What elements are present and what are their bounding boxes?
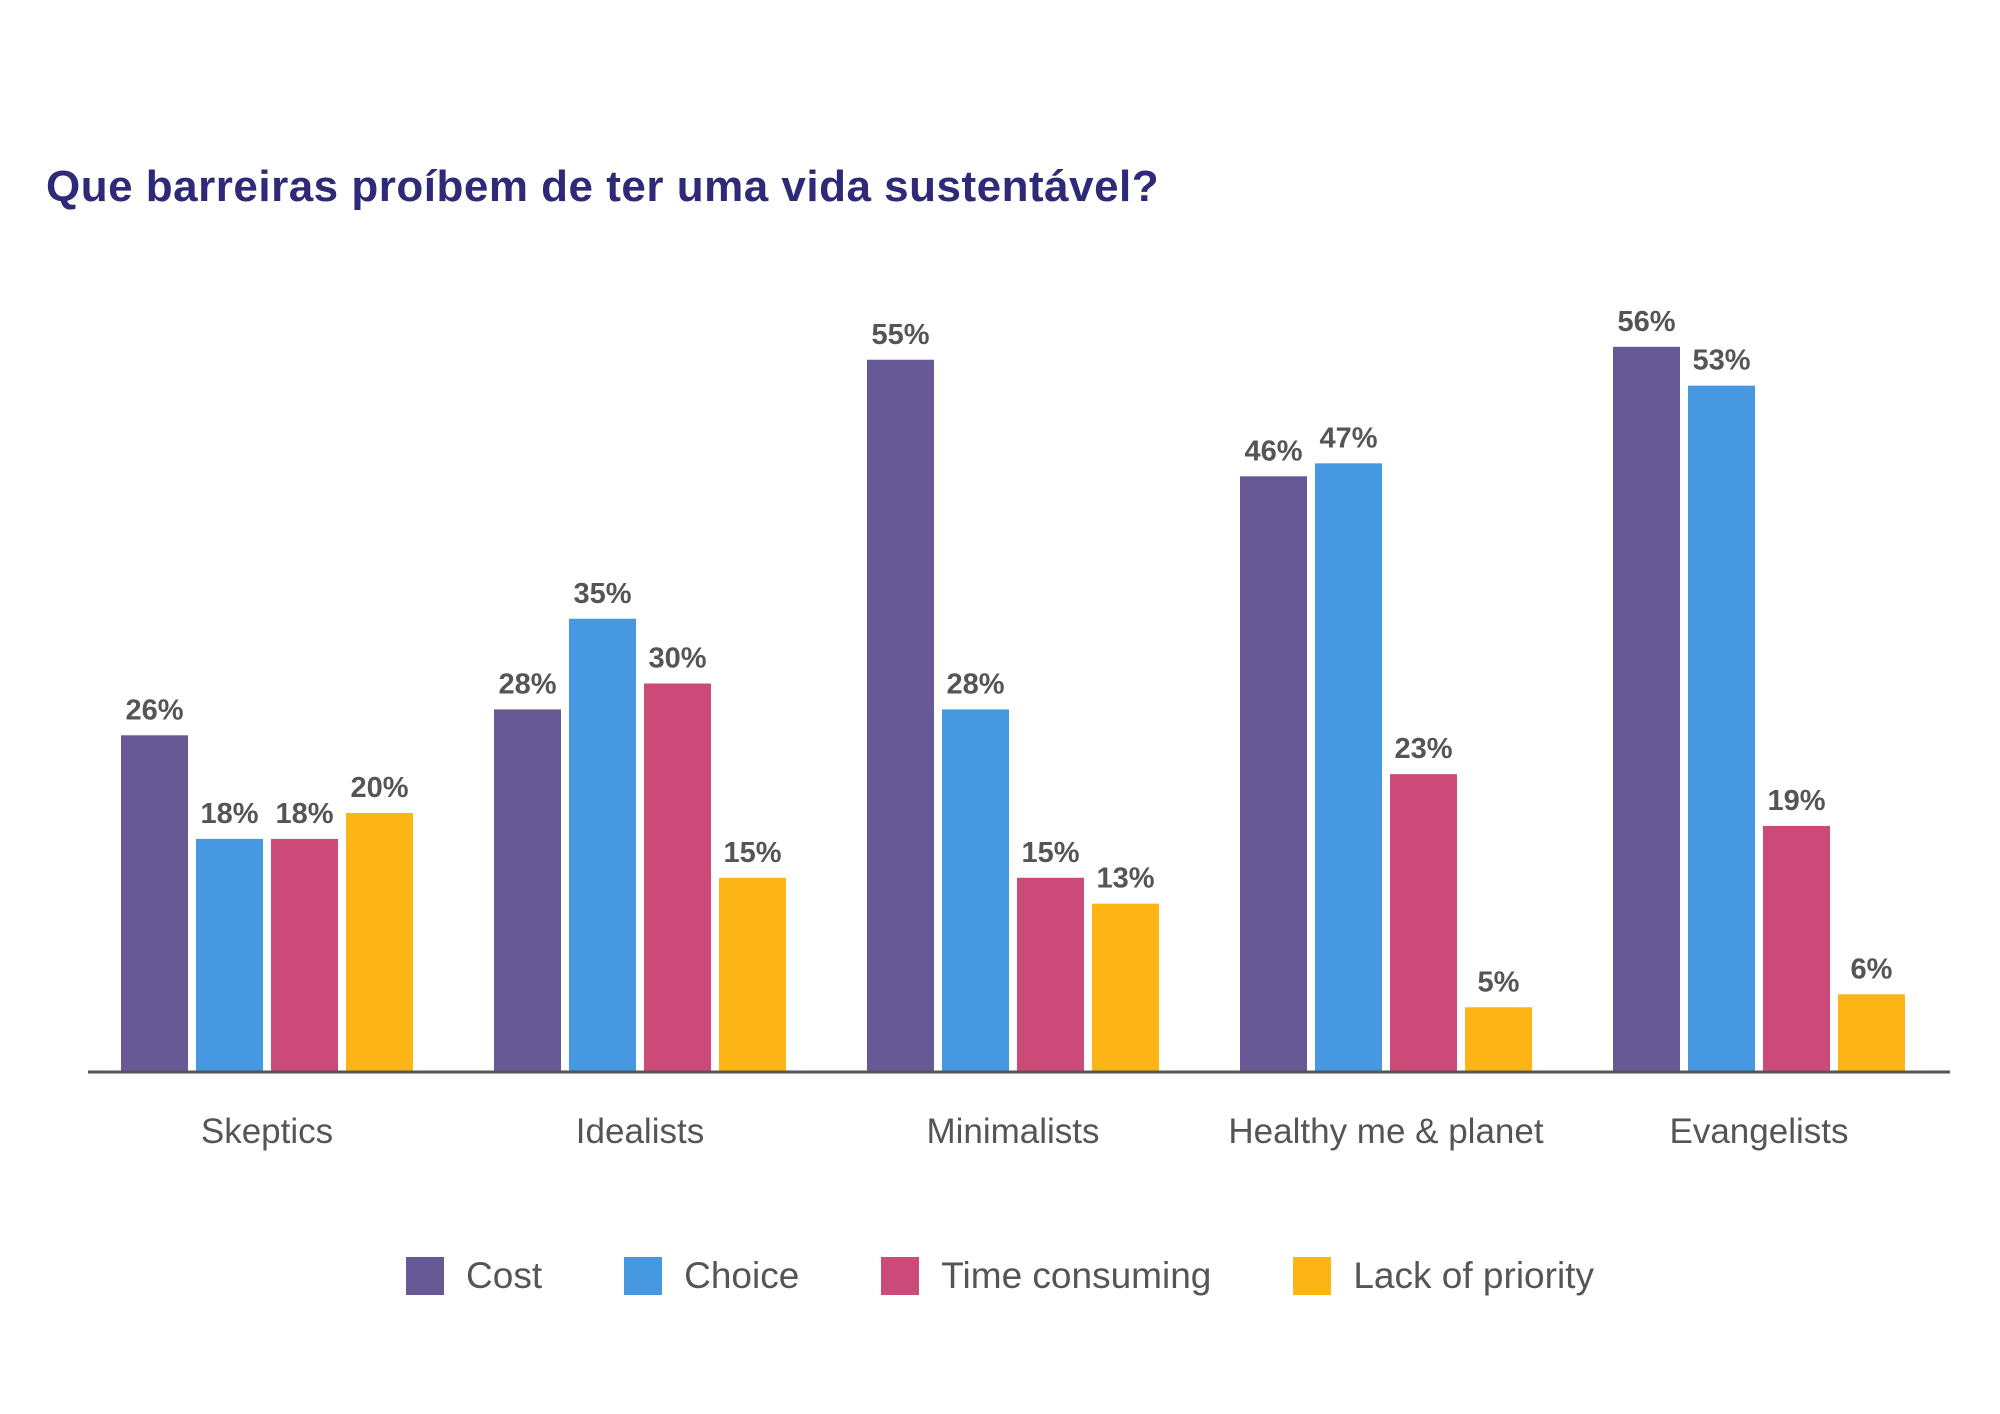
legend-swatch-choice <box>624 1257 663 1295</box>
bar-evangelists-cost <box>1613 346 1680 1072</box>
data-label-healthy-me-and-planet-choice: 47% <box>1319 422 1377 454</box>
bar-evangelists-choice <box>1688 385 1755 1072</box>
bar-healthy-me-and-planet-cost <box>1240 476 1307 1072</box>
bar-idealists-time-consuming <box>644 683 711 1072</box>
bar-skeptics-time-consuming <box>271 838 338 1072</box>
data-label-healthy-me-and-planet-cost: 46% <box>1244 435 1302 467</box>
legend-label-time-consuming: Time consuming <box>941 1255 1212 1296</box>
bars-layer: 26% 18% 18% 20% 28% 35% 30% 15% 55% 28% 15% 13% 46% 4… <box>121 306 1905 1073</box>
legend-label-cost: Cost <box>466 1255 543 1296</box>
bar-skeptics-lack-of-priority <box>346 813 413 1072</box>
data-label-skeptics-cost: 26% <box>125 694 183 726</box>
legend-swatch-cost <box>406 1257 445 1295</box>
bar-skeptics-choice <box>196 838 263 1072</box>
bar-healthy-me-and-planet-lack-of-priority <box>1465 1007 1532 1072</box>
bar-idealists-choice <box>569 618 636 1072</box>
category-label-evangelists: Evangelists <box>1670 1112 1849 1151</box>
bar-evangelists-time-consuming <box>1763 825 1830 1072</box>
chart-title: Que barreiras proíbem de ter uma vida su… <box>46 162 1160 211</box>
data-label-evangelists-lack-of-priority: 6% <box>1851 953 1893 985</box>
legend-label-choice: Choice <box>684 1255 800 1296</box>
data-label-minimalists-time-consuming: 15% <box>1021 837 1079 869</box>
bar-skeptics-cost <box>121 735 188 1072</box>
data-label-minimalists-choice: 28% <box>946 668 1004 700</box>
legend-item-choice: Choice <box>624 1255 799 1297</box>
bar-minimalists-cost <box>867 359 934 1072</box>
data-label-skeptics-choice: 18% <box>200 798 258 830</box>
data-label-healthy-me-and-planet-lack-of-priority: 5% <box>1478 966 1520 998</box>
legend-item-lack-of-priority: Lack of priority <box>1293 1255 1594 1297</box>
legend-item-cost: Cost <box>406 1255 542 1297</box>
legend: Cost Choice Time consuming Lack of priority <box>0 1255 2000 1297</box>
bar-healthy-me-and-planet-choice <box>1315 463 1382 1073</box>
bar-idealists-lack-of-priority <box>719 877 786 1072</box>
category-label-idealists: Idealists <box>576 1112 704 1151</box>
data-label-skeptics-lack-of-priority: 20% <box>350 772 408 804</box>
legend-swatch-lack-of-priority <box>1293 1257 1332 1295</box>
data-label-evangelists-time-consuming: 19% <box>1767 785 1825 817</box>
data-label-idealists-cost: 28% <box>498 668 556 700</box>
bar-idealists-cost <box>494 709 561 1072</box>
data-label-idealists-choice: 35% <box>573 578 631 610</box>
category-label-healthy-me-and-planet: Healthy me & planet <box>1228 1112 1543 1151</box>
category-label-skeptics: Skeptics <box>201 1112 333 1151</box>
legend-item-time-consuming: Time consuming <box>881 1255 1211 1297</box>
bar-minimalists-time-consuming <box>1017 877 1084 1072</box>
bar-evangelists-lack-of-priority <box>1838 994 1905 1072</box>
data-label-idealists-lack-of-priority: 15% <box>723 837 781 869</box>
data-label-healthy-me-and-planet-time-consuming: 23% <box>1394 733 1452 765</box>
legend-swatch-time-consuming <box>881 1257 920 1295</box>
data-label-minimalists-lack-of-priority: 13% <box>1096 863 1154 895</box>
bar-healthy-me-and-planet-time-consuming <box>1390 774 1457 1072</box>
bar-minimalists-choice <box>942 709 1009 1072</box>
data-label-evangelists-cost: 56% <box>1617 306 1675 338</box>
category-label-minimalists: Minimalists <box>926 1112 1099 1151</box>
category-labels: Skeptics Idealists Minimalists Healthy me &… <box>201 1112 1849 1151</box>
data-label-skeptics-time-consuming: 18% <box>275 798 333 830</box>
data-label-minimalists-cost: 55% <box>871 319 929 351</box>
data-label-idealists-time-consuming: 30% <box>648 643 706 675</box>
data-label-evangelists-choice: 53% <box>1692 345 1750 377</box>
legend-label-lack-of-priority: Lack of priority <box>1353 1255 1594 1296</box>
bar-minimalists-lack-of-priority <box>1092 903 1159 1072</box>
